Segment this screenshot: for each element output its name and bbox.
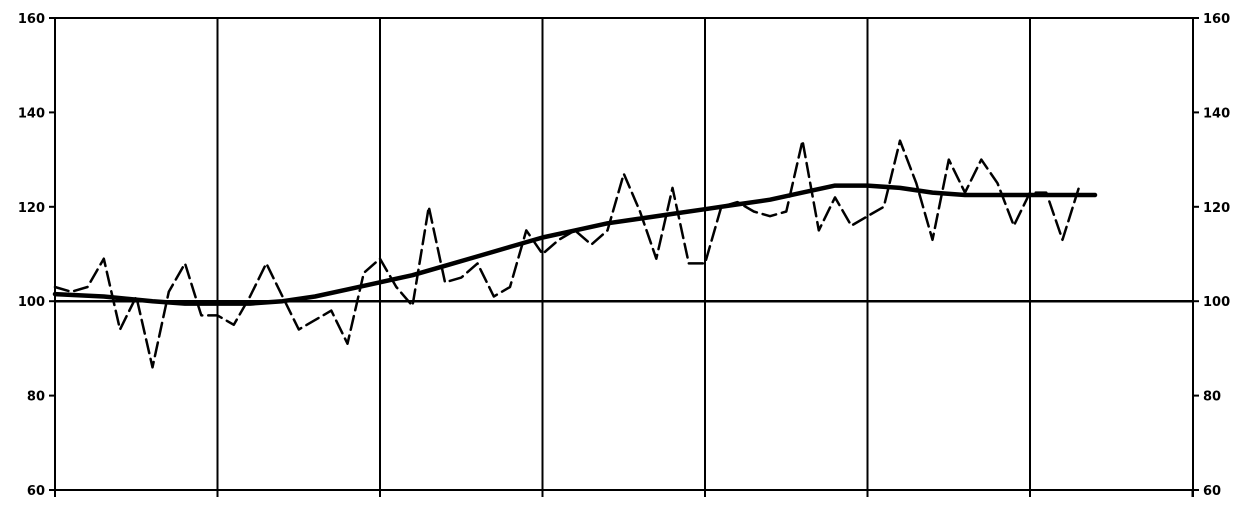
y-tick-label-right: 100 (1203, 295, 1230, 310)
y-tick-label-left: 60 (27, 484, 45, 499)
y-tick-label-right: 140 (1203, 106, 1230, 121)
grid (54, 17, 1194, 497)
y-axis-left: 160 140 120 100 80 60 (18, 12, 55, 499)
series-line-dashed (53, 139, 1081, 369)
y-tick-label-right: 80 (1203, 390, 1221, 405)
y-tick-label-right: 60 (1203, 484, 1221, 499)
y-tick-label-left: 120 (18, 201, 45, 216)
series-layer (52, 139, 1098, 369)
series-line-solid (52, 183, 1098, 306)
y-tick-label-right: 160 (1203, 12, 1230, 27)
y-tick-label-left: 160 (18, 12, 45, 27)
y-tick-label-left: 80 (27, 390, 45, 405)
y-tick-label-left: 140 (18, 106, 45, 121)
y-tick-label-left: 100 (18, 295, 45, 310)
plot-frame (54, 17, 1194, 491)
y-axis-right: 160 140 120 100 80 60 (1193, 12, 1230, 499)
y-tick-label-right: 120 (1203, 201, 1230, 216)
